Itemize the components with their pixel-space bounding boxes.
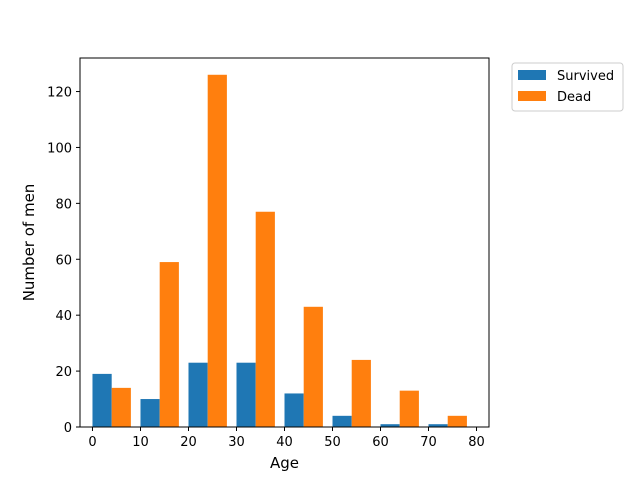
legend-label-dead: Dead <box>557 90 591 105</box>
x-tick-label: 20 <box>180 435 197 450</box>
bar-survived-50-60 <box>332 415 352 427</box>
bar-dead-70-80 <box>447 415 467 427</box>
legend-swatch-survived <box>518 70 546 80</box>
plot-frame <box>79 57 490 428</box>
y-tick-label: 80 <box>55 197 72 212</box>
bar-survived-0-10 <box>92 373 112 427</box>
bar-dead-40-50 <box>303 306 323 427</box>
y-axis-label: Number of men <box>20 184 38 302</box>
bar-survived-30-40 <box>236 362 256 427</box>
x-tick-label: 50 <box>324 435 341 450</box>
x-tick-label: 30 <box>228 435 245 450</box>
bars-layer <box>92 74 467 427</box>
y-tick-label: 100 <box>47 141 72 156</box>
y-tick-label: 40 <box>55 309 72 324</box>
x-tick-label: 40 <box>276 435 293 450</box>
bar-dead-30-40 <box>255 211 275 427</box>
bar-survived-10-20 <box>140 399 160 427</box>
legend: Survived Dead <box>511 62 624 112</box>
x-tick-label: 10 <box>132 435 149 450</box>
bar-survived-60-70 <box>380 424 400 427</box>
bar-survived-20-30 <box>188 362 208 427</box>
bar-dead-50-60 <box>351 359 371 427</box>
x-tick-label: 80 <box>468 435 485 450</box>
bar-dead-0-10 <box>111 387 131 427</box>
legend-swatch-dead <box>518 91 546 101</box>
x-tick-label: 70 <box>420 435 437 450</box>
bar-dead-20-30 <box>207 74 227 427</box>
y-tick-label: 60 <box>55 253 72 268</box>
bar-dead-10-20 <box>159 262 179 427</box>
y-tick-label: 20 <box>55 365 72 380</box>
x-tick-label: 0 <box>88 435 96 450</box>
y-tick-label: 120 <box>47 86 72 101</box>
bar-survived-70-80 <box>428 424 448 427</box>
x-axis: 0 10 20 30 40 50 60 70 80 <box>88 427 485 450</box>
y-axis: 0 20 40 60 80 100 120 <box>47 86 80 436</box>
y-tick-label: 0 <box>64 421 72 436</box>
x-tick-label: 60 <box>372 435 389 450</box>
bar-survived-40-50 <box>284 393 304 427</box>
bar-dead-60-70 <box>399 390 419 427</box>
legend-label-survived: Survived <box>557 69 614 84</box>
x-axis-label: Age <box>270 454 299 472</box>
